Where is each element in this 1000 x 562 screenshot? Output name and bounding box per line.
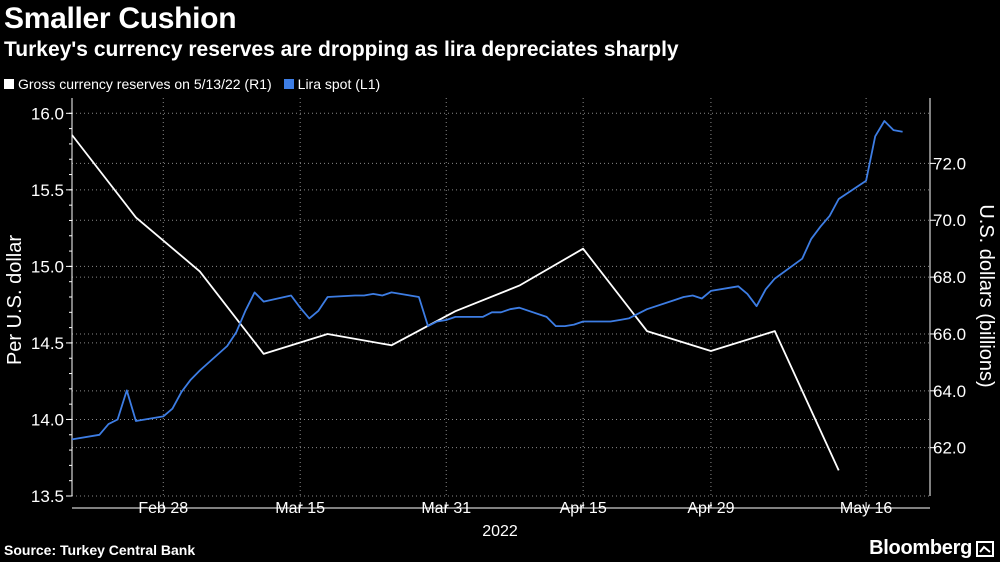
x-year-label: 2022 (482, 523, 518, 540)
brand-logo: Bloomberg (869, 537, 972, 559)
left-tick-label: 16.0 (31, 104, 64, 123)
right-tick-label: 64.0 (933, 382, 966, 401)
legend-label-reserves: Gross currency reserves on 5/13/22 (R1) (18, 76, 272, 92)
right-tick-label: 70.0 (933, 211, 966, 230)
right-tick-label: 68.0 (933, 268, 966, 287)
legend-item-reserves: Gross currency reserves on 5/13/22 (R1) (4, 76, 272, 92)
legend-swatch-lira (283, 79, 294, 89)
x-tick-label: Feb 28 (138, 500, 188, 517)
x-tick-label: Mar 15 (275, 500, 325, 517)
right-tick-label: 62.0 (933, 439, 966, 458)
source-note: Source: Turkey Central Bank (4, 542, 196, 558)
left-tick-label: 14.0 (31, 410, 64, 429)
legend-label-lira: Lira spot (L1) (297, 76, 381, 92)
reserves-line (71, 134, 840, 471)
right-tick-label: 66.0 (933, 325, 966, 344)
left-tick-label: 14.5 (31, 334, 64, 353)
legend-swatch-reserves (4, 79, 14, 89)
lira-spot-line (71, 120, 903, 441)
x-tick-label: May 16 (840, 500, 893, 517)
legend-item-lira: Lira spot (L1) (283, 76, 381, 92)
chart-legend: Gross currency reserves on 5/13/22 (R1) … (4, 76, 392, 92)
left-tick-label: 13.5 (31, 487, 64, 506)
x-tick-label: Mar 31 (421, 500, 471, 517)
left-tick-label: 15.5 (31, 181, 64, 200)
x-tick-label: Apr 29 (687, 500, 734, 517)
x-tick-label: Apr 15 (560, 500, 607, 517)
right-tick-label: 72.0 (933, 154, 966, 173)
chart-subtitle: Turkey's currency reserves are dropping … (4, 38, 679, 61)
trading-terminal-icon (976, 541, 994, 557)
left-axis-title: Per U.S. dollar (4, 235, 26, 365)
chart-title: Smaller Cushion (4, 2, 237, 35)
left-tick-label: 15.0 (31, 257, 64, 276)
right-axis-title: U.S. dollars (billions) (975, 204, 997, 387)
